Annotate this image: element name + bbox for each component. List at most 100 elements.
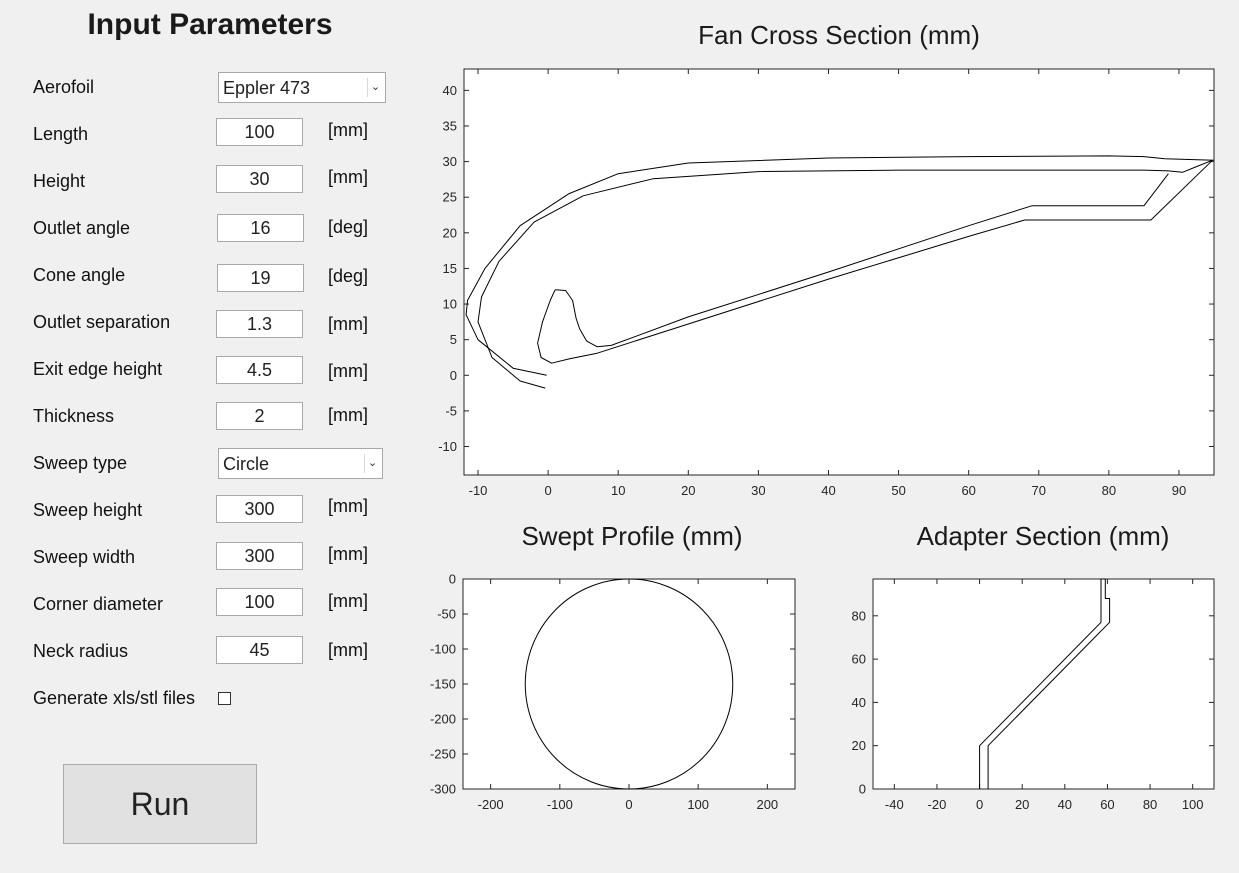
fan-cross-section-ytick-label: -5: [445, 403, 457, 418]
fan-cross-section-xtick-label: 60: [961, 483, 975, 498]
swept-profile-ytick-label: -50: [437, 607, 456, 622]
sweep-width-field[interactable]: [216, 542, 303, 570]
fan-cross-section-xtick-label: 80: [1102, 483, 1116, 498]
swept-profile-axes-box: [462, 578, 796, 790]
cone-angle-label: Cone angle: [33, 265, 126, 285]
length-field[interactable]: [216, 118, 303, 146]
outlet-angle-unit: [deg]: [328, 217, 369, 237]
height-unit: [mm]: [328, 167, 368, 187]
fan-cross-section-xtick-label: 10: [611, 483, 625, 498]
fan-cross-section-ytick-label: -10: [438, 439, 457, 454]
fan-cross-section-xtick-label: 70: [1032, 483, 1046, 498]
fan-cross-section-series-0: [465, 155, 1215, 376]
aerofoil-dropdown[interactable]: Eppler 473 ⌄: [218, 72, 386, 103]
fan-cross-section-series-2: [537, 159, 1213, 364]
swept-profile-xtick-label: 200: [756, 797, 778, 812]
swept-profile-chart: -200 -100 0 100 200 0 -50 -100 -150 -200 -250 -300: [430, 572, 796, 812]
fan-cross-section-series-3: [555, 173, 1169, 348]
height-label: Height: [33, 171, 86, 191]
adapter-section-axes-box: [872, 578, 1215, 790]
sweep-width-label: Sweep width: [33, 547, 136, 567]
corner-diameter-field[interactable]: [216, 588, 303, 616]
corner-diameter-unit: [mm]: [328, 591, 368, 611]
outlet-angle-field[interactable]: [217, 214, 304, 242]
generate-files-checkbox[interactable]: [218, 692, 231, 705]
sweep-height-unit: [mm]: [328, 496, 368, 516]
neck-radius-field[interactable]: [216, 636, 303, 664]
swept-profile-ytick-label: -100: [430, 642, 456, 657]
swept-profile-ytick-label: 0: [449, 572, 456, 587]
fan-cross-section-xtick-label: 40: [821, 483, 835, 498]
exit-edge-height-field[interactable]: [216, 356, 303, 384]
swept-profile-xtick-label: -200: [478, 797, 504, 812]
exit-edge-height-label: Exit edge height: [33, 359, 163, 379]
sweep-height-field[interactable]: [216, 495, 303, 523]
fan-cross-section-title: Fan Cross Section (mm): [698, 20, 980, 50]
fan-cross-section-ytick-label: 20: [443, 225, 457, 240]
adapter-section-title: Adapter Section (mm): [916, 521, 1170, 551]
swept-profile-xtick-label: -100: [547, 797, 573, 812]
exit-edge-height-unit: [mm]: [328, 361, 368, 381]
outlet-separation-unit: [mm]: [328, 314, 368, 334]
neck-radius-label: Neck radius: [33, 641, 129, 661]
swept-profile-series-0: [524, 578, 734, 790]
aerofoil-label: Aerofoil: [33, 77, 95, 97]
fan-cross-section-ytick-label: 5: [450, 332, 457, 347]
outlet-angle-label: Outlet angle: [33, 218, 131, 238]
swept-profile-xtick-label: 0: [625, 797, 632, 812]
adapter-section-series-1: [987, 578, 1111, 789]
fan-cross-section-series-1: [477, 159, 1213, 389]
fan-cross-section-xtick-label: 20: [681, 483, 695, 498]
adapter-section-ytick-label: 80: [852, 608, 866, 623]
sweep-width-unit: [mm]: [328, 544, 368, 564]
cone-angle-field[interactable]: [217, 264, 304, 292]
fan-cross-section-ytick-label: 30: [443, 154, 457, 169]
length-unit: [mm]: [328, 120, 368, 140]
adapter-section-xtick-label: 0: [976, 797, 983, 812]
chevron-down-icon[interactable]: ⌄: [367, 78, 383, 97]
fan-cross-section-xtick-label: 30: [751, 483, 765, 498]
swept-profile-ytick-label: -250: [430, 747, 456, 762]
swept-profile-xtick-label: 100: [687, 797, 709, 812]
fan-cross-section-xtick-label: 50: [891, 483, 905, 498]
fan-cross-section-ytick-label: 25: [443, 190, 457, 205]
fan-cross-section-xtick-label: -10: [469, 483, 488, 498]
thickness-label: Thickness: [33, 406, 115, 426]
adapter-section-xtick-label: 100: [1182, 797, 1204, 812]
run-button[interactable]: Run: [63, 764, 257, 844]
fan-cross-section-ytick-label: 35: [443, 118, 457, 133]
adapter-section-chart: -40 -20 0 20 40 60 80 100 0 20 40 60 80: [852, 578, 1215, 812]
outlet-separation-label: Outlet separation: [33, 312, 171, 332]
fan-cross-section-chart: -10 0 10 20 30 40 50 60 70 80 90 -10 -5 0 5 10 15 20 25 30 3…: [438, 68, 1215, 498]
adapter-section-ytick-label: 0: [859, 782, 866, 797]
fan-cross-section-ytick-label: 10: [443, 297, 457, 312]
swept-profile-ytick-label: -300: [430, 782, 456, 797]
adapter-section-xtick-label: 60: [1100, 797, 1114, 812]
sweep-height-label: Sweep height: [33, 500, 143, 520]
height-field[interactable]: [216, 165, 303, 193]
neck-radius-unit: [mm]: [328, 640, 368, 660]
swept-profile-ytick-label: -200: [430, 712, 456, 727]
adapter-section-xtick-label: -40: [885, 797, 904, 812]
adapter-section-ytick-label: 20: [852, 738, 866, 753]
fan-cross-section-ytick-label: 0: [450, 368, 457, 383]
sweep-type-label: Sweep type: [33, 453, 128, 473]
adapter-section-xtick-label: -20: [928, 797, 947, 812]
panel-title: Input Parameters: [87, 8, 333, 41]
sweep-type-dropdown[interactable]: Circle ⌄: [218, 448, 383, 479]
fan-cross-section-axes-box: [463, 68, 1215, 476]
thickness-unit: [mm]: [328, 405, 368, 425]
aerofoil-value: Eppler 473: [223, 78, 311, 98]
swept-profile-ytick-label: -150: [430, 677, 456, 692]
chevron-down-icon[interactable]: ⌄: [364, 454, 380, 473]
adapter-section-series-0: [979, 578, 1104, 789]
corner-diameter-label: Corner diameter: [33, 594, 164, 614]
length-label: Length: [33, 124, 89, 144]
cone-angle-unit: [deg]: [328, 266, 369, 286]
thickness-field[interactable]: [216, 402, 303, 430]
adapter-section-xtick-label: 80: [1143, 797, 1157, 812]
outlet-separation-field[interactable]: [216, 310, 303, 338]
adapter-section-ytick-label: 40: [852, 695, 866, 710]
generate-files-label: Generate xls/stl files: [33, 688, 196, 708]
fan-cross-section-xtick-label: 0: [544, 483, 551, 498]
